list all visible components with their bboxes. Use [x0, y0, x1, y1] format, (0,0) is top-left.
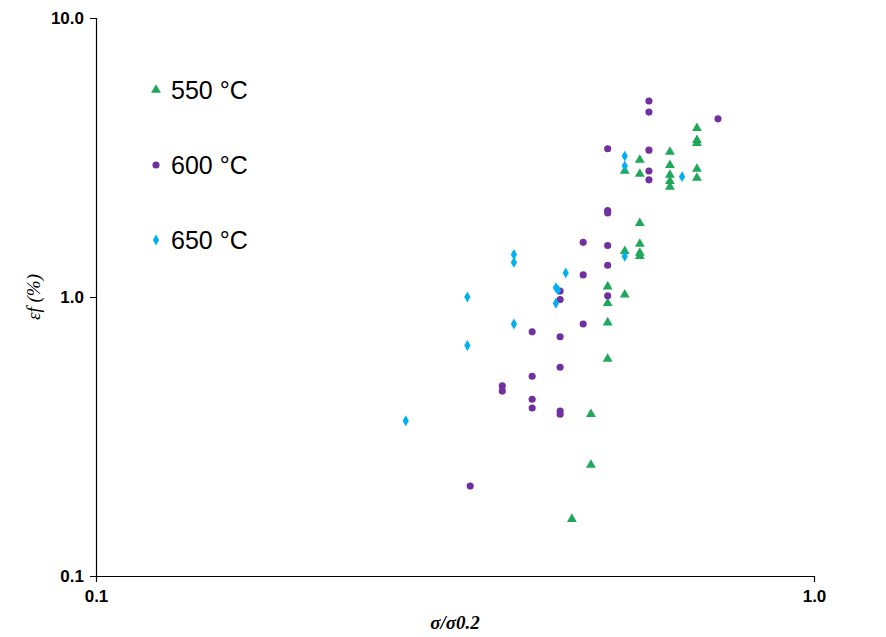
- point: [529, 373, 536, 380]
- point: [603, 353, 613, 362]
- point: [563, 267, 569, 278]
- tick-mark: [90, 576, 96, 577]
- point: [604, 292, 611, 299]
- point: [403, 415, 409, 426]
- point: [604, 209, 611, 216]
- tick-mark: [814, 576, 815, 582]
- y-axis: 0.1 1.0 10.0: [51, 9, 97, 586]
- point: [603, 317, 613, 326]
- point: [529, 396, 536, 403]
- point: [645, 109, 652, 116]
- points: [403, 97, 722, 521]
- tick: 10.0: [51, 9, 96, 28]
- point: [665, 181, 675, 190]
- point: [553, 298, 559, 309]
- point: [679, 171, 685, 182]
- chart: 0.1 1.0 0.1 1.0 10.0 550 °C 600 °C 650 °C σ/σ0.2…: [0, 0, 886, 637]
- legend-label: 550 °C: [171, 76, 248, 104]
- tick-label: 0.1: [60, 567, 84, 586]
- point: [567, 513, 577, 522]
- legend-label: 650 °C: [171, 226, 248, 254]
- point: [620, 289, 630, 298]
- point: [635, 168, 645, 177]
- point: [580, 271, 587, 278]
- point: [665, 159, 675, 168]
- point: [645, 97, 652, 104]
- tick-label: 0.1: [85, 587, 109, 606]
- tick: 1.0: [60, 288, 96, 307]
- legend-label: 600 °C: [171, 151, 248, 179]
- point: [692, 172, 702, 181]
- point: [692, 122, 702, 131]
- point: [580, 239, 587, 246]
- legend: 550 °C 600 °C 650 °C: [151, 76, 248, 254]
- point: [692, 137, 702, 146]
- point: [555, 285, 561, 296]
- point: [604, 145, 611, 152]
- point: [529, 404, 536, 411]
- tick: 0.1: [60, 567, 96, 586]
- point: [635, 251, 645, 260]
- legend-marker: [152, 161, 159, 168]
- point: [622, 251, 628, 262]
- x-axis: 0.1 1.0: [85, 576, 827, 606]
- point: [604, 242, 611, 249]
- point: [511, 319, 517, 330]
- point: [645, 147, 652, 154]
- point: [603, 281, 613, 290]
- series: [567, 122, 702, 521]
- legend-marker: [151, 84, 161, 93]
- tick-mark: [90, 297, 96, 298]
- axis-line: [97, 577, 815, 583]
- series: [467, 97, 722, 489]
- point: [714, 115, 721, 122]
- tick: 1.0: [803, 576, 827, 606]
- point: [557, 411, 564, 418]
- point: [645, 167, 652, 174]
- point: [586, 459, 596, 468]
- tick: 0.1: [85, 576, 109, 606]
- y-axis-title: εf (%): [23, 274, 45, 320]
- point: [529, 328, 536, 335]
- x-axis-title: σ/σ0.2: [430, 612, 480, 633]
- point: [645, 176, 652, 183]
- series: [403, 151, 686, 427]
- point: [692, 163, 702, 172]
- point: [511, 257, 517, 268]
- tick-label: 10.0: [51, 9, 84, 28]
- point: [557, 364, 564, 371]
- legend-marker: [153, 235, 159, 246]
- point: [499, 388, 506, 395]
- point: [622, 160, 628, 171]
- tick-label: 1.0: [60, 288, 84, 307]
- point: [635, 154, 645, 163]
- point: [635, 238, 645, 247]
- axis-line: [90, 19, 97, 577]
- point: [622, 151, 628, 162]
- point: [665, 146, 675, 155]
- point: [467, 483, 474, 490]
- point: [635, 217, 645, 226]
- point: [557, 333, 564, 340]
- point: [464, 292, 470, 303]
- tick-mark: [90, 18, 96, 19]
- point: [586, 409, 596, 418]
- point: [580, 320, 587, 327]
- point: [464, 340, 470, 351]
- tick-label: 1.0: [803, 587, 827, 606]
- point: [604, 262, 611, 269]
- plot: 0.1 1.0 0.1 1.0 10.0 550 °C 600 °C 650 °C: [51, 9, 826, 606]
